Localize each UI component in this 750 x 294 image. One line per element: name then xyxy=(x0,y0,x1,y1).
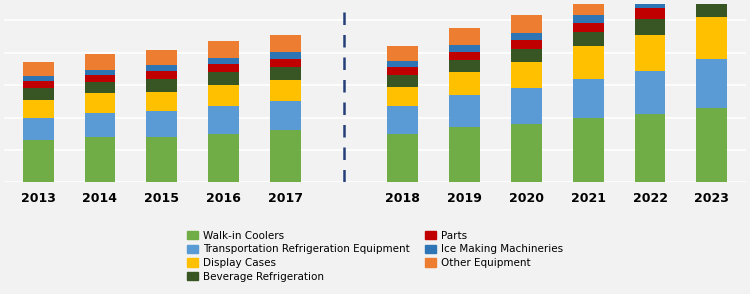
Bar xyxy=(573,14,604,23)
Bar xyxy=(208,134,239,182)
Bar xyxy=(387,87,418,106)
Bar xyxy=(270,131,301,182)
Bar xyxy=(270,80,301,101)
Bar xyxy=(634,71,665,114)
Bar xyxy=(22,88,53,100)
Bar xyxy=(697,59,728,108)
Bar xyxy=(85,54,116,70)
Bar xyxy=(146,137,177,182)
Bar xyxy=(208,64,239,72)
Bar xyxy=(270,67,301,80)
Bar xyxy=(387,46,418,61)
Bar xyxy=(208,41,239,58)
Bar xyxy=(697,108,728,182)
Bar xyxy=(22,140,53,182)
Bar xyxy=(634,35,665,71)
Bar xyxy=(387,76,418,87)
Bar xyxy=(22,81,53,88)
Bar xyxy=(22,62,53,76)
Bar xyxy=(85,113,116,137)
Bar xyxy=(270,52,301,59)
Bar xyxy=(85,137,116,182)
Bar xyxy=(146,71,177,79)
Bar xyxy=(270,59,301,67)
Bar xyxy=(85,82,116,93)
Bar xyxy=(449,60,480,72)
Bar xyxy=(449,72,480,95)
Bar xyxy=(573,79,604,118)
Bar xyxy=(634,114,665,182)
Bar xyxy=(387,134,418,182)
Legend: Walk-in Coolers, Transportation Refrigeration Equipment, Display Cases, Beverage: Walk-in Coolers, Transportation Refriger… xyxy=(183,227,567,286)
Bar xyxy=(573,23,604,32)
Bar xyxy=(387,106,418,134)
Bar xyxy=(208,58,239,64)
Bar xyxy=(573,46,604,79)
Bar xyxy=(511,15,542,33)
Bar xyxy=(387,61,418,67)
Bar xyxy=(208,72,239,85)
Bar xyxy=(146,111,177,137)
Bar xyxy=(449,45,480,52)
Bar xyxy=(22,76,53,81)
Bar xyxy=(270,35,301,52)
Bar xyxy=(85,70,116,75)
Bar xyxy=(85,93,116,113)
Bar xyxy=(634,19,665,35)
Bar xyxy=(449,127,480,182)
Bar xyxy=(22,100,53,118)
Bar xyxy=(634,8,665,19)
Bar xyxy=(511,40,542,49)
Bar xyxy=(573,118,604,182)
Bar xyxy=(634,0,665,8)
Bar xyxy=(573,32,604,46)
Bar xyxy=(449,52,480,60)
Bar xyxy=(270,101,301,131)
Bar xyxy=(511,49,542,62)
Bar xyxy=(146,92,177,111)
Bar xyxy=(208,85,239,106)
Bar xyxy=(85,75,116,82)
Bar xyxy=(697,17,728,59)
Bar xyxy=(146,65,177,71)
Bar xyxy=(449,95,480,127)
Bar xyxy=(146,79,177,92)
Bar xyxy=(511,88,542,124)
Bar xyxy=(146,49,177,65)
Bar xyxy=(22,118,53,140)
Bar xyxy=(511,33,542,40)
Bar xyxy=(697,0,728,17)
Bar xyxy=(387,67,418,76)
Bar xyxy=(449,28,480,45)
Bar xyxy=(573,0,604,14)
Bar xyxy=(511,62,542,88)
Bar xyxy=(208,106,239,134)
Bar xyxy=(511,124,542,182)
